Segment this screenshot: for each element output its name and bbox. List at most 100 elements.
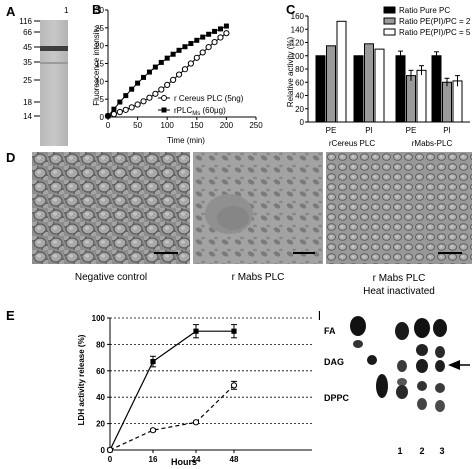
chart-c-ytick-label: 140 xyxy=(291,25,305,34)
chart-b-point-rplcms xyxy=(170,51,176,57)
chart-b-xtick-label: 250 xyxy=(249,121,263,130)
chart-b-ytick-label: 25 xyxy=(95,24,104,33)
chart-c-ytick-label: 0 xyxy=(300,118,305,127)
chart-b-point-rplcms xyxy=(135,80,141,86)
chart-c-category-label: PI xyxy=(443,126,451,135)
chart-b-point-cereus xyxy=(128,104,135,111)
chart-b-ytick-label: 0 xyxy=(100,113,105,122)
gel-marker-label: 116 xyxy=(19,17,32,26)
chart-b-point-cereus xyxy=(158,86,165,93)
chart-c: Relative activity (%) 0 20 40 60 80 100 120 140… xyxy=(286,6,471,148)
chart-b-ytick-label: 10 xyxy=(95,77,104,86)
micrograph-mabs-plc xyxy=(193,152,323,264)
chart-c-ytick-label: 40 xyxy=(295,92,304,101)
chart-c-bar xyxy=(442,81,452,123)
chart-c-ytick-label: 80 xyxy=(295,65,304,74)
gel-marker-label: 66 xyxy=(23,28,32,37)
chart-e-xtick-label: 16 xyxy=(149,455,158,464)
chart-b-xtick-label: 50 xyxy=(133,121,142,130)
chart-b-ytick-label: 20 xyxy=(95,42,104,51)
chart-c-bar xyxy=(395,55,406,123)
chart-b-point-cereus xyxy=(217,34,224,41)
chart-e-ylabel: LDH activity release (%) xyxy=(77,334,86,425)
panel-label-a: A xyxy=(6,4,16,19)
tlc-lane-1: 1 xyxy=(397,446,402,456)
chart-c-bar xyxy=(431,55,442,123)
gel-marker-label: 18 xyxy=(23,98,32,107)
chart-c-category-label: PE xyxy=(326,126,337,135)
chart-c-bar xyxy=(336,20,347,123)
gel-marker-label: 14 xyxy=(23,112,32,121)
chart-e-xtick-label: 0 xyxy=(108,455,113,464)
chart-b-point-cereus xyxy=(140,98,147,105)
chart-e-ytick-label: 80 xyxy=(96,340,105,349)
chart-b-point-cereus xyxy=(205,43,212,51)
legend-rplcms: rPLCMs (60µg) xyxy=(174,106,226,117)
chart-b-ylabel: Fluorescence intensity xyxy=(92,26,101,106)
chart-e-ytick-label: 40 xyxy=(96,393,105,402)
chart-e-point-circle xyxy=(106,446,114,454)
chart-e-xtick-label: 24 xyxy=(192,455,201,464)
panel-label-c: C xyxy=(286,2,296,17)
tlc-plate: FA DAG DPPC 1 2 3 xyxy=(320,304,474,469)
chart-b-point-rplcms xyxy=(111,106,117,112)
chart-c-category-label: PE xyxy=(406,126,417,135)
chart-c-category-label: PI xyxy=(365,126,373,135)
group-label-mabs: rMabs-PLC xyxy=(412,139,453,148)
chart-b-xtick-label: 150 xyxy=(190,121,204,130)
scale-bar xyxy=(154,252,178,254)
chart-e-series-line xyxy=(109,384,235,451)
chart-e-ytick-label: 0 xyxy=(101,446,106,455)
chart-b-ytick-label: 15 xyxy=(95,60,104,69)
chart-c-bar xyxy=(364,43,374,123)
chart-e-point-square xyxy=(150,358,156,365)
chart-e-xtick-label: 48 xyxy=(230,455,239,464)
chart-b-point-cereus xyxy=(193,54,200,61)
chart-b-point-rplcms xyxy=(164,55,170,61)
chart-b-point-cereus xyxy=(175,71,183,78)
scale-bar xyxy=(293,252,315,254)
chart-b-point-rplcms xyxy=(194,37,200,43)
gel-marker-label: 25 xyxy=(23,76,32,85)
chart-b-point-rplcms xyxy=(217,26,223,32)
chart-b-point-cereus xyxy=(164,81,171,89)
chart-c-ytick-label: 20 xyxy=(295,105,304,114)
chart-b-point-cereus xyxy=(110,111,118,118)
legend-pure-pc: Ratio Pure PC xyxy=(399,6,450,15)
legend-ratio-2: Ratio PE(PI)/PC = 2 xyxy=(399,17,471,26)
chart-b-point-rplcms xyxy=(200,34,206,40)
chart-b-point-cereus xyxy=(170,76,177,84)
chart-b-xtick-label: 0 xyxy=(106,121,111,130)
chart-e-ytick-label: 100 xyxy=(92,314,106,323)
chart-e-point-circle xyxy=(192,419,200,426)
chart-c-bar xyxy=(406,75,416,123)
chart-e-point-circle xyxy=(230,382,238,389)
chart-b-point-rplcms xyxy=(176,47,182,53)
chart-b-point-cereus xyxy=(122,106,129,113)
chart-b-point-rplcms xyxy=(146,69,152,75)
chart-b-point-rplcms xyxy=(152,64,158,70)
chart-b-point-cereus xyxy=(211,39,218,46)
tlc-lane-2: 2 xyxy=(419,446,424,456)
chart-e-xlabel: Hours xyxy=(171,457,197,467)
chart-b-point-rplcms xyxy=(206,31,212,37)
panel-label-b: B xyxy=(92,2,102,17)
gel-marker-label: 35 xyxy=(23,58,32,67)
gel-lane-background xyxy=(40,20,68,146)
chart-b-point-cereus xyxy=(152,90,159,97)
chart-b-point-cereus xyxy=(181,66,189,73)
chart-b-point-rplcms xyxy=(182,44,188,50)
gel-lane-label: 1 xyxy=(64,6,69,15)
chart-c-ylabel: Relative activity (%) xyxy=(286,37,295,108)
chart-c-ytick-label: 120 xyxy=(291,39,305,48)
chart-b-point-rplcms xyxy=(158,59,164,65)
chart-b-point-cereus xyxy=(146,94,153,101)
chart-b-xtick-label: 100 xyxy=(161,121,175,130)
gel-panel-a: 1 116 66 45 35 25 18 14 xyxy=(19,6,69,146)
group-label-cereus: rCereus PLC xyxy=(329,139,375,148)
chart-b: Fluorescence intensity Time (min) 0 5 10 15… xyxy=(92,6,263,145)
chart-b-point-cereus xyxy=(199,49,206,56)
chart-b-legend: r Cereus PLC (5ng) rPLCMs (60µg) xyxy=(158,94,244,117)
chart-b-point-cereus xyxy=(116,108,123,116)
chart-c-bar xyxy=(353,55,364,123)
